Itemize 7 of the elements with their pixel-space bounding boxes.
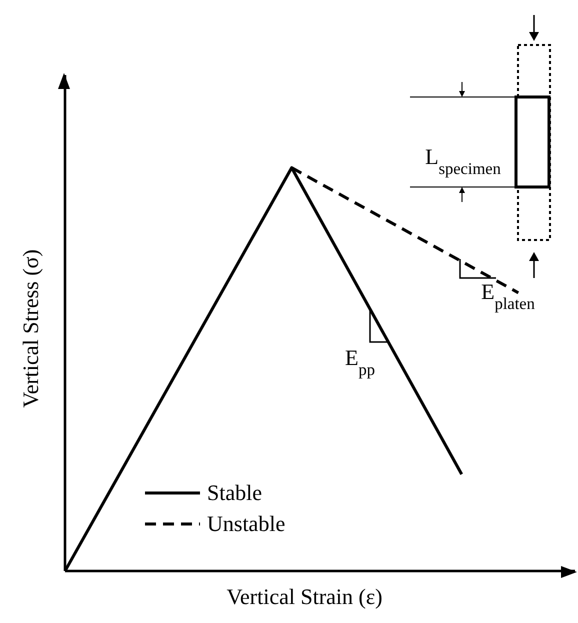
annotation: L$_{specimen}$ — [425, 144, 501, 178]
legend-label: Unstable — [207, 511, 286, 536]
x-axis-title: Vertical Strain (ε) — [226, 584, 382, 609]
annotation: E$_{platen}$ — [481, 279, 535, 312]
annotation: E$_{pp}$ — [345, 345, 375, 378]
legend-label: Stable — [207, 480, 262, 505]
y-axis-title: Vertical Stress (σ) — [18, 249, 43, 408]
